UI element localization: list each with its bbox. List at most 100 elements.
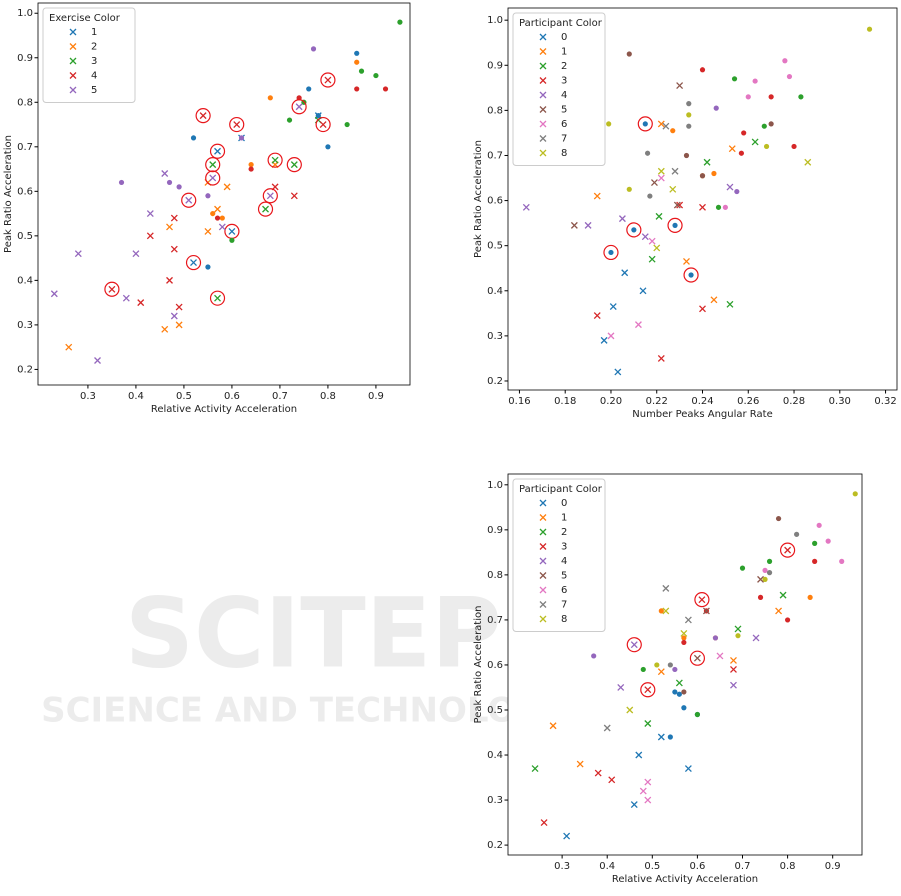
point (757, 575, 764, 583)
x-tick-label: 0.7 (272, 391, 288, 402)
point (397, 19, 403, 25)
legend-label: 0 (561, 498, 567, 509)
point (205, 264, 211, 270)
point (319, 121, 327, 129)
y-tick-label: 0.4 (487, 286, 503, 297)
y-tick-label: 0.5 (17, 231, 33, 242)
point (267, 95, 273, 101)
point (175, 321, 183, 329)
legend-label: 2 (91, 42, 97, 53)
point (593, 312, 601, 320)
point (662, 122, 670, 130)
legend-marker (539, 48, 547, 55)
point (166, 223, 173, 231)
point (672, 689, 678, 695)
point (639, 787, 647, 795)
point (657, 733, 665, 741)
legend-label: 4 (561, 90, 567, 101)
point (775, 607, 783, 615)
point (657, 174, 665, 182)
highlight-ring (779, 542, 796, 558)
point (118, 179, 125, 186)
legend-label: 0 (561, 32, 567, 43)
legend-marker (539, 106, 547, 113)
point (791, 143, 797, 150)
y-tick-label: 0.2 (487, 840, 503, 851)
point (730, 681, 737, 689)
point (728, 145, 736, 153)
highlight-ring (205, 157, 221, 173)
highlight-ring (626, 637, 642, 653)
point (290, 161, 298, 169)
x-tick-label: 0.3 (554, 861, 570, 872)
legend-marker (539, 572, 547, 579)
legend-label: 5 (561, 571, 567, 582)
point (768, 121, 774, 127)
point (738, 150, 745, 156)
legend-label: 6 (561, 585, 567, 596)
point (175, 303, 183, 311)
point (295, 103, 303, 111)
point (262, 205, 269, 213)
point (170, 312, 178, 320)
point (699, 173, 706, 179)
point (170, 245, 178, 253)
point (271, 156, 279, 164)
point (218, 223, 226, 231)
point (354, 50, 360, 56)
point (699, 67, 706, 73)
point (786, 73, 793, 80)
point (214, 294, 221, 302)
point (667, 662, 673, 668)
x-tick-label: 0.8 (320, 391, 336, 402)
x-axis-label: Relative Activity Acceleration (151, 404, 297, 415)
highlight-ring (291, 99, 307, 115)
legend-marker (539, 601, 547, 608)
point (730, 656, 737, 664)
highlight-ring (626, 222, 642, 238)
point (703, 158, 711, 166)
x-tick-label: 0.22 (646, 396, 668, 407)
point (617, 684, 625, 691)
highlight-ring (683, 267, 699, 283)
point (593, 192, 601, 200)
point (683, 258, 690, 265)
point (290, 192, 298, 200)
highlight-ring (640, 682, 656, 698)
x-tick-label: 0.24 (691, 396, 713, 407)
y-tick-label: 0.6 (487, 660, 503, 671)
point (205, 193, 211, 199)
point (122, 294, 130, 302)
y-tick-label: 0.7 (487, 150, 503, 161)
point (229, 237, 235, 243)
point (266, 192, 274, 200)
point (248, 166, 254, 172)
point (741, 130, 747, 136)
legend-box (512, 478, 606, 632)
point (794, 531, 800, 537)
point (641, 233, 649, 241)
point (686, 112, 692, 118)
scatter-chart: 0.16 0.18 0.20 0.22 0.24 0.26 0.28 0.30 0.320.20… (473, 7, 898, 420)
point (644, 150, 651, 156)
legend-marker (69, 86, 77, 94)
point (761, 123, 767, 129)
x-tick-label: 0.30 (829, 396, 851, 407)
point (658, 608, 664, 614)
highlight-ring (104, 281, 120, 297)
x-tick-label: 0.32 (874, 396, 896, 407)
legend-marker (539, 586, 547, 594)
highlight-ring (267, 152, 283, 168)
point (680, 629, 688, 637)
legend: Exercise Color 1 2 3 4 5 (42, 7, 136, 103)
point (570, 221, 578, 229)
highlight-ring (637, 116, 653, 132)
x-tick-label: 0.18 (554, 396, 576, 407)
point (228, 227, 236, 235)
point (798, 94, 804, 100)
point (219, 215, 225, 221)
point (782, 58, 788, 64)
point (657, 354, 665, 362)
